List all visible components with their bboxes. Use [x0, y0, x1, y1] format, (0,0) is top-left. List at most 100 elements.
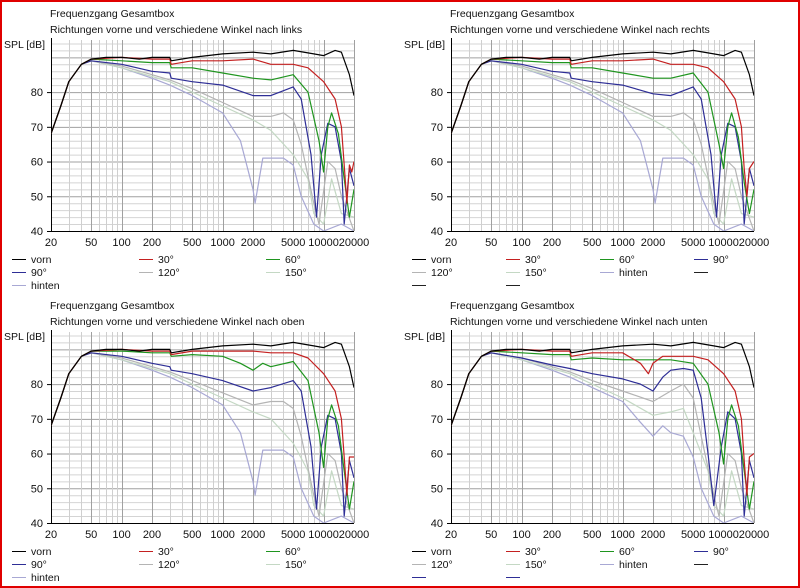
- legend-swatch: [506, 272, 520, 273]
- legend-swatch: [12, 272, 26, 273]
- legend-label: 120°: [158, 558, 180, 571]
- legend-label: 30°: [158, 253, 174, 266]
- legend-label: 60°: [619, 545, 635, 558]
- grid: [451, 40, 755, 231]
- x-tick-label: 5000: [281, 529, 305, 541]
- x-tick-label: 10000: [308, 529, 339, 541]
- legend-label: hinten: [31, 279, 60, 292]
- plot-area: 40 50 60 70 80 20 50 100 200 500 1000 2000 5000 10000…: [31, 38, 370, 249]
- x-tick-label: 200: [143, 529, 161, 541]
- legend-swatch: [266, 551, 280, 552]
- y-tick-label: 80: [31, 379, 43, 391]
- legend-swatch: [506, 285, 520, 286]
- series-group: [51, 49, 354, 231]
- legend-swatch: [506, 577, 520, 578]
- legend-swatch: [506, 564, 520, 565]
- chart-title: Frequenzgang Gesamtbox: [50, 300, 175, 312]
- series-line-vorn: [51, 49, 354, 134]
- chart-subtitle: Richtungen vorne und verschiedene Winkel…: [450, 24, 710, 36]
- chart-title: Frequenzgang Gesamtbox: [50, 8, 175, 20]
- legend-swatch: [12, 551, 26, 552]
- legend-label: 150°: [285, 266, 307, 279]
- legend-label: 90°: [713, 253, 729, 266]
- legend-swatch: [139, 551, 153, 552]
- plot-area: 40 50 60 70 80 20 50 100 200 500 1000 2000 5000 10000…: [431, 330, 770, 541]
- y-tick-label: 70: [431, 122, 443, 134]
- legend-entry: hinten: [600, 266, 648, 279]
- x-tick-label: 500: [183, 237, 201, 249]
- x-tick-label: 100: [112, 237, 130, 249]
- legend-entry: [506, 571, 525, 584]
- x-tick-label: 500: [583, 237, 601, 249]
- x-tick-label: 2000: [241, 237, 265, 249]
- legend-label: 150°: [285, 558, 307, 571]
- x-tick-label: 200: [543, 237, 561, 249]
- legend-label: 60°: [285, 253, 301, 266]
- legend-entry: 60°: [266, 253, 301, 266]
- x-tick-label: 10000: [308, 237, 339, 249]
- x-tick-label: 2000: [641, 529, 665, 541]
- legend-swatch: [600, 272, 614, 273]
- legend-entry: 90°: [12, 558, 47, 571]
- legend-label: 60°: [285, 545, 301, 558]
- legend-label: 120°: [158, 266, 180, 279]
- legend-entry: 60°: [600, 253, 635, 266]
- x-tick-label: 20000: [339, 237, 370, 249]
- legend-swatch: [600, 564, 614, 565]
- legend-entry: 150°: [266, 266, 307, 279]
- y-tick-label: 70: [31, 122, 43, 134]
- series-line-vorn: [51, 341, 354, 426]
- legend-label: 90°: [31, 558, 47, 571]
- x-tick-label: 500: [583, 529, 601, 541]
- x-tick-label: 20000: [739, 529, 770, 541]
- legend-label: 150°: [525, 558, 547, 571]
- chart-subtitle: Richtungen vorne und verschiedene Winkel…: [450, 316, 708, 328]
- x-tick-label: 100: [512, 237, 530, 249]
- legend-entry: vorn: [12, 545, 51, 558]
- chart-subtitle: Richtungen vorne und verschiedene Winkel…: [50, 24, 303, 36]
- series-line-vorn: [451, 49, 754, 134]
- x-tick-label: 50: [485, 237, 497, 249]
- legend-entry: [694, 266, 713, 279]
- legend-swatch: [12, 285, 26, 286]
- legend-swatch: [506, 259, 520, 260]
- legend-label: 150°: [525, 266, 547, 279]
- x-tick-label: 500: [183, 529, 201, 541]
- x-tick-label: 1000: [610, 529, 634, 541]
- series-line-90deg: [51, 352, 354, 517]
- legend-entry: 120°: [139, 266, 180, 279]
- plot-area: 40 50 60 70 80 20 50 100 200 500 1000 2000 5000 10000…: [431, 38, 769, 249]
- series-line-90deg: [451, 60, 754, 225]
- legend-swatch: [266, 272, 280, 273]
- y-axis-label: SPL [dB]: [404, 331, 446, 343]
- x-tick-label: 20000: [339, 529, 370, 541]
- x-tick-label: 1000: [210, 529, 234, 541]
- chart-panel-links: Frequenzgang Gesamtbox Richtungen vorne u…: [0, 0, 400, 292]
- x-tick-label: 5000: [681, 529, 705, 541]
- legend-entry: [506, 279, 525, 292]
- y-tick-label: 60: [431, 449, 443, 461]
- chart-title: Frequenzgang Gesamtbox: [450, 8, 575, 20]
- x-tick-label: 10000: [708, 529, 739, 541]
- x-tick-label: 1000: [610, 237, 634, 249]
- x-tick-label: 20: [445, 237, 457, 249]
- legend-swatch: [412, 259, 426, 260]
- series-group: [451, 49, 754, 231]
- y-tick-label: 80: [431, 87, 443, 99]
- series-line-vorn: [451, 341, 754, 426]
- y-tick-label: 60: [31, 157, 43, 169]
- legend-swatch: [139, 564, 153, 565]
- x-tick-label: 2000: [641, 237, 665, 249]
- y-tick-label: 50: [431, 191, 443, 203]
- y-tick-label: 50: [31, 191, 43, 203]
- x-tick-label: 100: [112, 529, 130, 541]
- legend-entry: 90°: [12, 266, 47, 279]
- x-tick-label: 20: [45, 529, 57, 541]
- plot-area: 40 50 60 70 80 20 50 100 200 500 1000 2000 5000 10000…: [31, 330, 370, 541]
- y-tick-label: 70: [31, 414, 43, 426]
- series-line-90deg: [451, 352, 754, 517]
- legend-entry: hinten: [12, 571, 60, 584]
- x-tick-label: 200: [143, 237, 161, 249]
- legend-entry: 30°: [506, 253, 541, 266]
